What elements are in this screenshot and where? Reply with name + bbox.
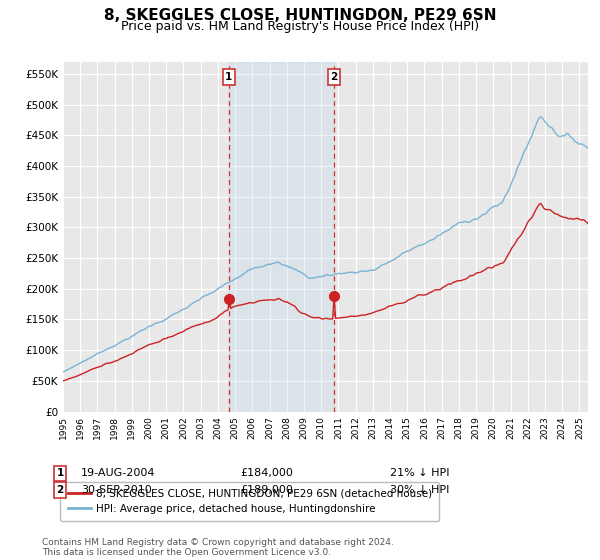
Text: 2: 2	[56, 485, 64, 495]
Text: 2: 2	[331, 72, 338, 82]
Text: 30% ↓ HPI: 30% ↓ HPI	[390, 485, 449, 495]
Text: 8, SKEGGLES CLOSE, HUNTINGDON, PE29 6SN: 8, SKEGGLES CLOSE, HUNTINGDON, PE29 6SN	[104, 8, 496, 24]
Text: Price paid vs. HM Land Registry's House Price Index (HPI): Price paid vs. HM Land Registry's House …	[121, 20, 479, 32]
Text: £189,000: £189,000	[240, 485, 293, 495]
Text: 1: 1	[226, 72, 233, 82]
Text: Contains HM Land Registry data © Crown copyright and database right 2024.
This d: Contains HM Land Registry data © Crown c…	[42, 538, 394, 557]
Bar	[229, 62, 334, 412]
Text: 19-AUG-2004: 19-AUG-2004	[81, 468, 155, 478]
Text: 30-SEP-2010: 30-SEP-2010	[81, 485, 152, 495]
Text: £184,000: £184,000	[240, 468, 293, 478]
Text: 21% ↓ HPI: 21% ↓ HPI	[390, 468, 449, 478]
Text: 1: 1	[56, 468, 64, 478]
Legend: 8, SKEGGLES CLOSE, HUNTINGDON, PE29 6SN (detached house), HPI: Average price, de: 8, SKEGGLES CLOSE, HUNTINGDON, PE29 6SN …	[61, 482, 439, 521]
